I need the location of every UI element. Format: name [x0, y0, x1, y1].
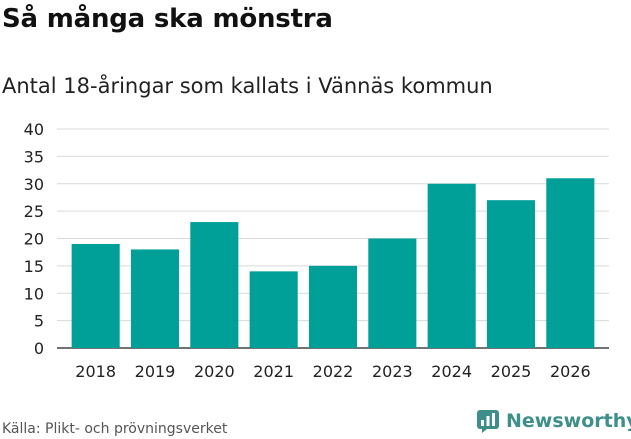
bar-2022 — [308, 265, 358, 348]
y-tick-label: 25 — [24, 202, 44, 221]
y-tick-label: 0 — [34, 339, 44, 358]
bar-2023 — [368, 238, 417, 348]
x-tick-label: 2024 — [431, 362, 472, 381]
bar-2026 — [546, 178, 595, 348]
page-title: Så många ska mönstra — [2, 4, 333, 34]
bar-2025 — [486, 200, 536, 348]
x-tick-label: 2019 — [135, 362, 176, 381]
y-tick-label: 10 — [24, 284, 44, 303]
x-tick-label: 2021 — [253, 362, 294, 381]
x-axis-ticks: 2018 2019 2020 2021 2022 2023 2024 2025 2026 — [75, 362, 590, 381]
y-axis-ticks: 0 5 10 15 20 25 30 35 40 — [24, 120, 44, 358]
y-tick-label: 35 — [24, 147, 44, 166]
y-tick-label: 30 — [24, 175, 44, 194]
y-tick-label: 15 — [24, 257, 44, 276]
bar-2019 — [130, 249, 180, 348]
brand-logo[interactable]: Newsworthy — [476, 409, 631, 433]
x-tick-label: 2018 — [75, 362, 116, 381]
y-tick-label: 20 — [24, 230, 44, 249]
newsworthy-logo-icon — [477, 410, 499, 433]
bar-2020 — [190, 222, 239, 348]
y-tick-label: 5 — [34, 312, 44, 331]
y-tick-label: 40 — [24, 120, 44, 139]
x-tick-label: 2025 — [491, 362, 532, 381]
chart-subtitle: Antal 18-åringar som kallats i Vännäs ko… — [2, 74, 493, 98]
x-tick-label: 2022 — [313, 362, 354, 381]
brand-name: Newsworthy — [506, 410, 631, 432]
x-tick-label: 2026 — [550, 362, 591, 381]
bar-2018 — [71, 243, 120, 348]
x-tick-label: 2023 — [372, 362, 413, 381]
bars — [71, 178, 595, 348]
bar-2021 — [249, 271, 298, 348]
x-tick-label: 2020 — [194, 362, 235, 381]
source-note: Källa: Plikt- och prövningsverket — [2, 421, 228, 437]
bar-2024 — [427, 183, 476, 348]
